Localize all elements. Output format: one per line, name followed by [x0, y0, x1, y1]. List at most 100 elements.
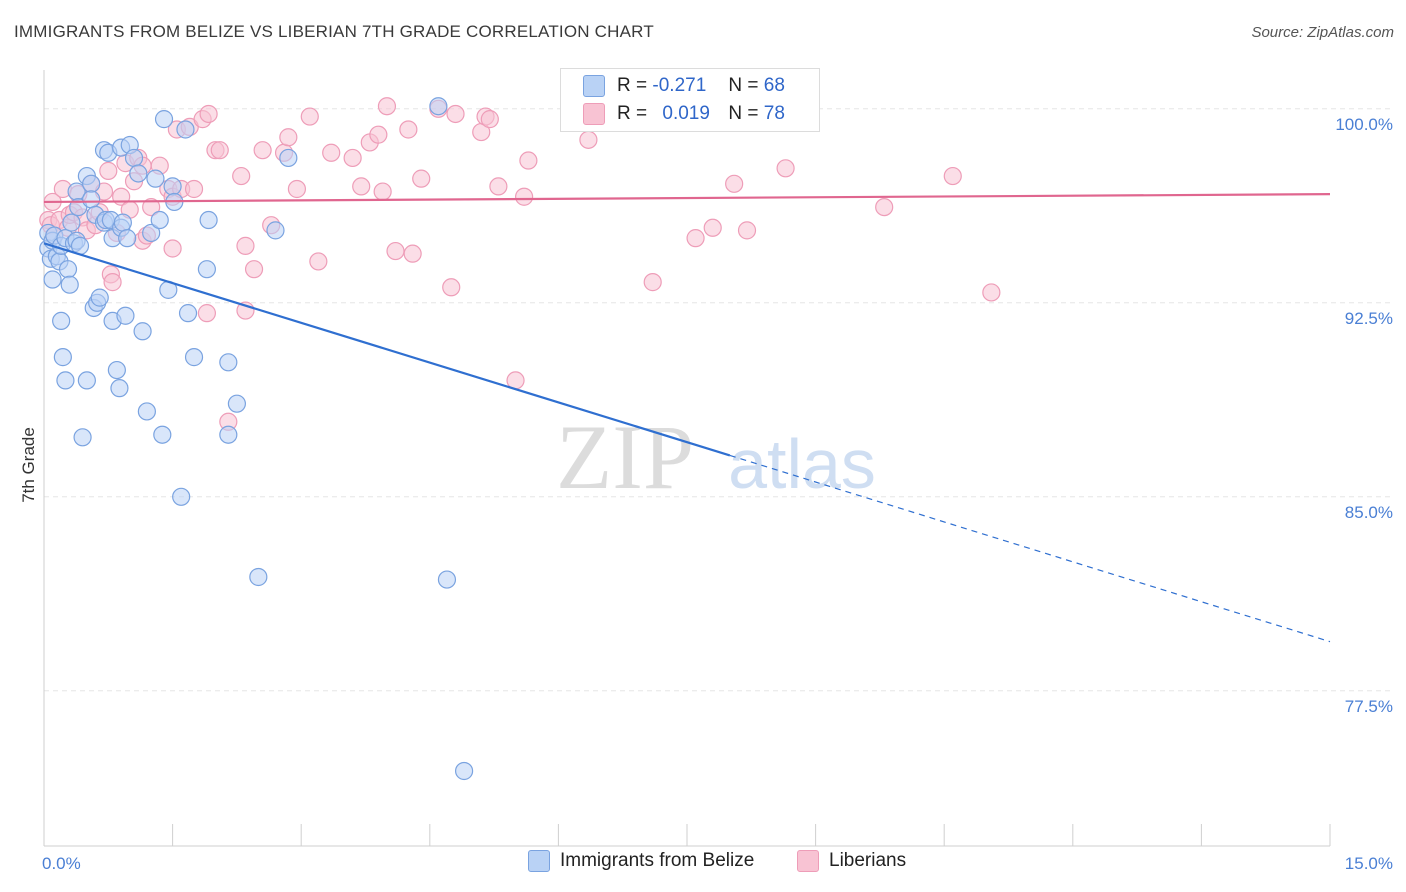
- liberians-point: [103, 273, 122, 292]
- belize-point: [62, 213, 81, 232]
- liberians-point: [489, 177, 508, 196]
- liberians-point: [776, 159, 795, 178]
- legend-item-belize[interactable]: Immigrants from Belize: [528, 850, 754, 872]
- y-tick-label: 85.0%: [1345, 503, 1393, 522]
- liberians-point: [300, 107, 319, 126]
- x-tick-label: 15.0%: [1345, 854, 1393, 873]
- legend-row-belize: R = -0.271 N = 68: [583, 73, 785, 99]
- liberians-point: [442, 278, 461, 297]
- n-label: N =: [728, 103, 759, 124]
- liberians-point: [142, 197, 161, 217]
- liberians-point: [322, 143, 341, 162]
- liberians-point: [197, 304, 216, 323]
- legend-row-liberians: R = 0.019 N = 78: [583, 101, 785, 127]
- liberians-point: [399, 120, 418, 139]
- liberians-point: [386, 241, 405, 261]
- liberians-point: [875, 197, 894, 217]
- r-value-belize: -0.271: [652, 75, 707, 96]
- belize-point: [77, 371, 96, 390]
- liberians-point: [199, 104, 218, 124]
- chart-title: IMMIGRANTS FROM BELIZE VS LIBERIAN 7TH G…: [14, 22, 654, 41]
- belize-point: [133, 322, 152, 341]
- belize-point: [219, 425, 238, 444]
- liberians-point: [343, 148, 362, 168]
- liberians-point: [412, 169, 431, 188]
- belize-point: [437, 570, 457, 589]
- belize-point: [53, 348, 72, 367]
- liberians-point: [279, 128, 298, 147]
- liberians-point: [377, 97, 397, 116]
- watermark: ZIP atlas: [556, 406, 876, 508]
- belize-point: [110, 379, 129, 398]
- n-value-liberians: 78: [763, 103, 785, 124]
- liberians-point: [309, 252, 328, 271]
- belize-point: [90, 288, 109, 307]
- belize-point: [58, 260, 78, 279]
- belize-points: [39, 97, 474, 781]
- belize-point: [153, 425, 172, 444]
- belize-point: [56, 371, 75, 390]
- y-tick-label: 92.5%: [1345, 309, 1393, 328]
- legend-swatch-pink: [797, 850, 819, 872]
- belize-point: [129, 164, 148, 183]
- y-tick-label: 100.0%: [1335, 115, 1393, 134]
- series-legend: Immigrants from Belize Liberians: [0, 850, 1406, 880]
- watermark-atlas: atlas: [728, 425, 876, 503]
- belize-point: [118, 229, 137, 248]
- liberians-point: [446, 104, 465, 124]
- liberians-point: [373, 182, 392, 201]
- belize-point: [142, 223, 161, 243]
- legend-label-liberians: Liberians: [829, 850, 907, 871]
- r-value-liberians: 0.019: [662, 103, 710, 124]
- x-tick-labels: 0.0% 15.0%: [42, 854, 1393, 873]
- r-label: R =: [617, 103, 648, 124]
- legend-swatch-blue: [583, 75, 605, 97]
- liberians-point: [163, 239, 182, 258]
- liberians-point: [403, 244, 422, 263]
- n-label: N =: [728, 75, 759, 96]
- watermark-zip: ZIP: [556, 406, 694, 508]
- source-credit: Source: ZipAtlas.com: [1251, 24, 1394, 41]
- belize-point: [73, 428, 92, 447]
- liberians-point: [725, 174, 744, 193]
- belize-point: [116, 306, 135, 325]
- belize-point: [429, 97, 448, 116]
- belize-point: [266, 221, 285, 240]
- belize-point: [146, 169, 165, 188]
- x-tick-label: 0.0%: [42, 854, 81, 873]
- belize-trend-line: [43, 242, 731, 457]
- liberians-point: [515, 187, 534, 206]
- liberians-point: [480, 110, 499, 129]
- belize-point: [124, 148, 144, 168]
- liberians-point: [703, 218, 722, 237]
- belize-point: [184, 348, 204, 367]
- liberians-point: [369, 125, 388, 144]
- liberians-point: [686, 229, 705, 248]
- belize-point: [178, 304, 198, 323]
- liberians-point: [210, 141, 229, 160]
- liberians-point: [99, 161, 118, 180]
- belize-point: [279, 148, 298, 168]
- liberians-point: [982, 283, 1001, 302]
- belize-point: [454, 761, 474, 781]
- liberians-point: [287, 179, 307, 199]
- belize-point: [176, 120, 195, 139]
- belize-point: [43, 270, 62, 289]
- liberians-point: [519, 151, 538, 170]
- stats-legend: R = -0.271 N = 68 R = 0.019 N = 78: [560, 68, 820, 132]
- legend-item-liberians[interactable]: Liberians: [797, 850, 906, 872]
- belize-point: [60, 275, 79, 294]
- n-value-belize: 68: [763, 75, 785, 96]
- belize-point: [137, 402, 156, 421]
- belize-point: [227, 394, 246, 413]
- liberians-point: [737, 221, 757, 240]
- belize-point: [197, 260, 216, 279]
- belize-point: [154, 110, 174, 129]
- trend-lines: [43, 193, 1331, 643]
- liberians-point: [232, 166, 251, 186]
- belize-point: [82, 174, 101, 193]
- belize-point: [249, 567, 268, 587]
- liberians-trend-line: [43, 193, 1331, 204]
- belize-point: [107, 360, 126, 380]
